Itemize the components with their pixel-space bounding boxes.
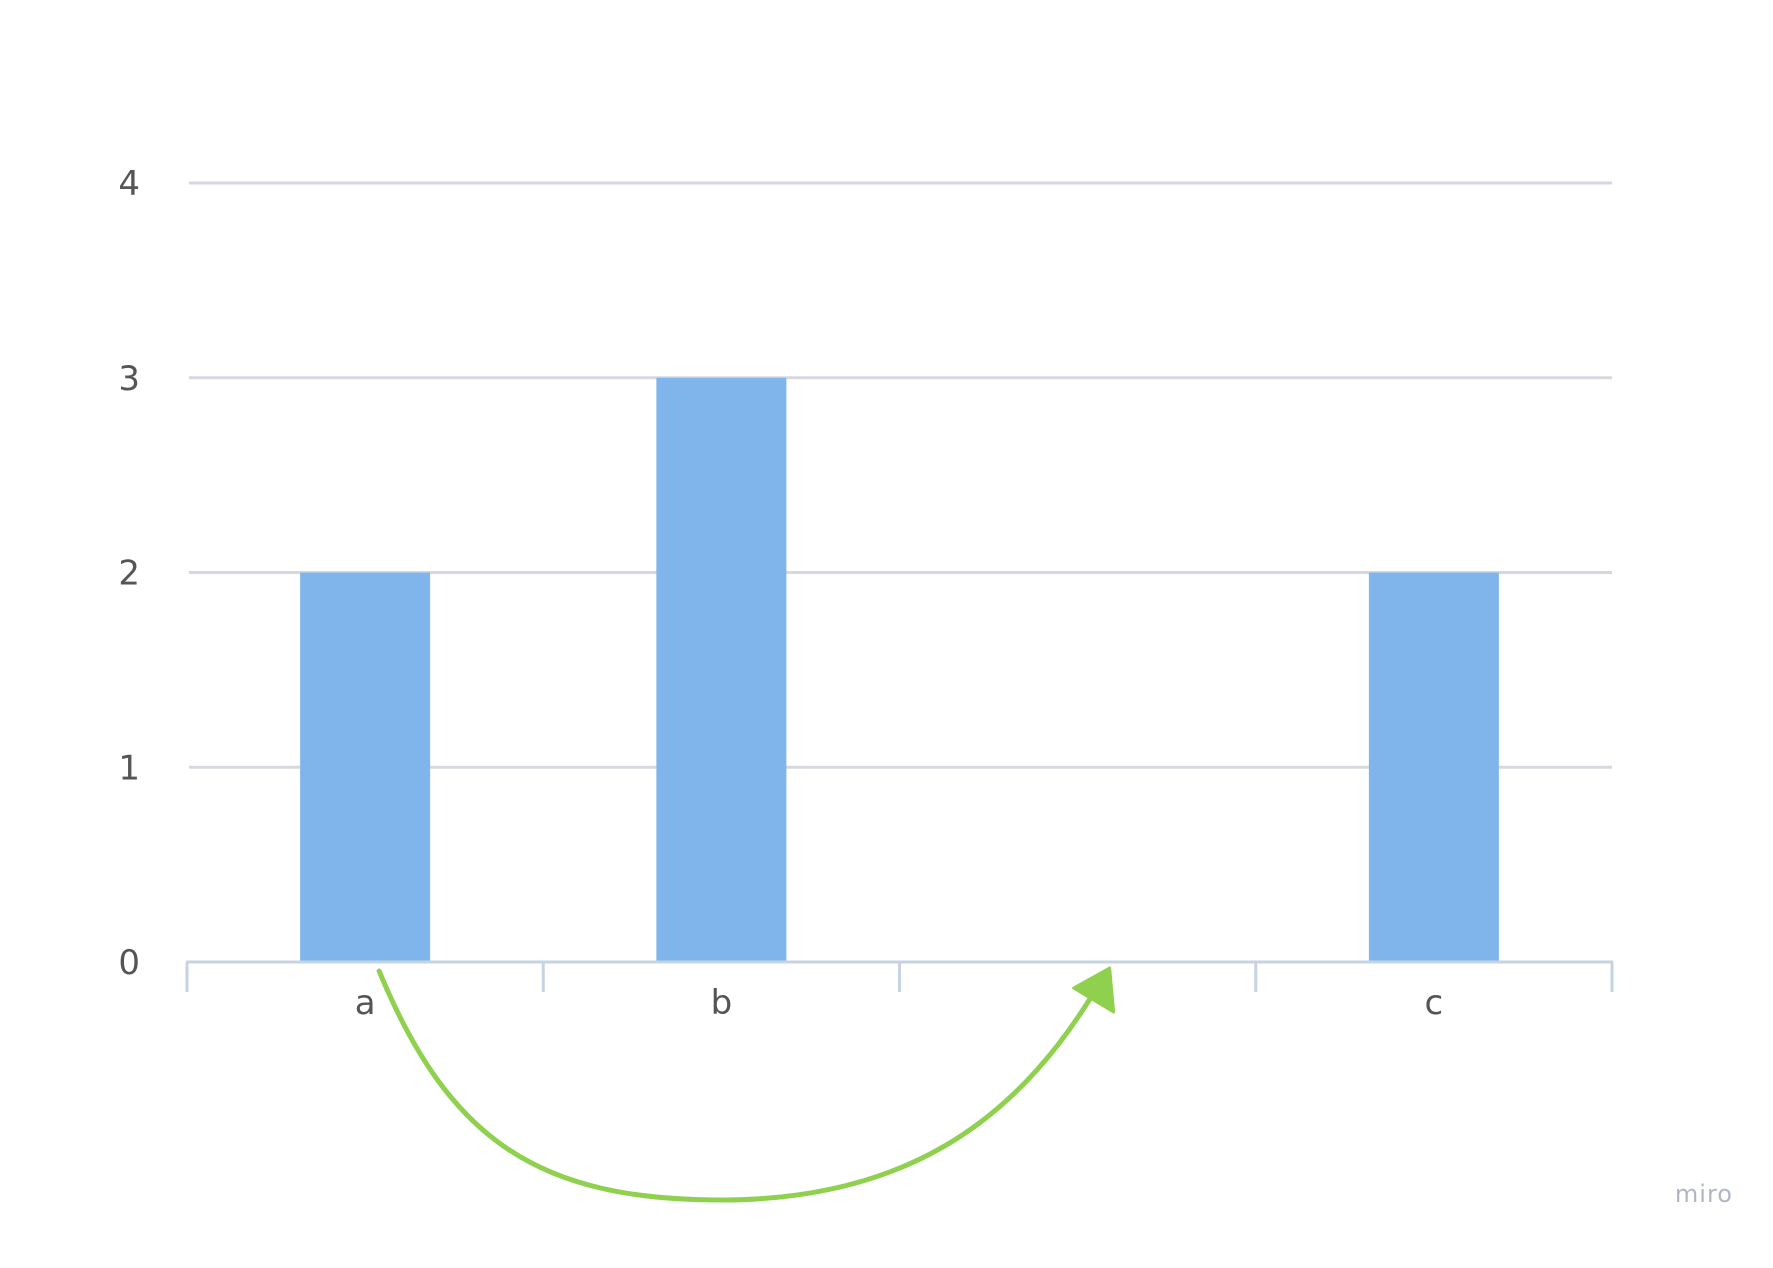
y-tick-labels: 0 1 2 3 4 — [118, 164, 140, 983]
bars — [300, 377, 1499, 962]
bar-b — [656, 377, 787, 962]
x-axis — [185, 960, 1614, 992]
x-tick-label-a: a — [355, 983, 376, 1023]
bar-c — [1368, 572, 1499, 962]
curved-arrow — [376, 968, 1107, 1203]
x-tick-label-b: b — [711, 983, 733, 1023]
y-tick-label-4: 4 — [118, 164, 140, 204]
y-tick-label-0: 0 — [118, 943, 140, 983]
bar-a — [300, 572, 431, 962]
arrow-head-icon — [1072, 966, 1116, 1014]
y-tick-label-2: 2 — [118, 554, 140, 594]
y-tick-label-1: 1 — [118, 748, 140, 788]
annotation — [376, 966, 1116, 1203]
miro-watermark: miro — [1674, 1180, 1733, 1208]
y-tick-label-3: 3 — [118, 359, 140, 399]
x-tick-label-c: c — [1425, 983, 1444, 1023]
x-tick-labels: a b c — [355, 983, 1444, 1023]
